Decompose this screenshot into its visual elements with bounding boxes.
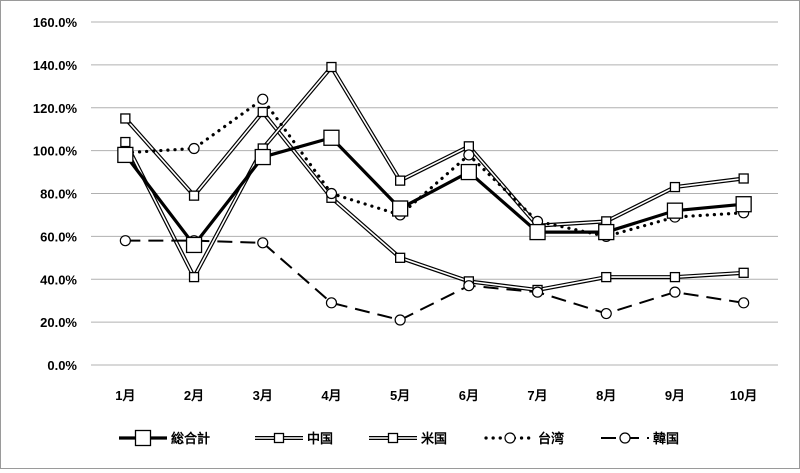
x-tick-label: 7月 [527, 388, 547, 403]
data-point [735, 196, 752, 213]
series-2 [120, 61, 749, 283]
legend-label: 台湾 [538, 431, 564, 446]
legend-item: 米国 [369, 431, 447, 446]
data-point [257, 106, 268, 118]
series-line-inner [124, 65, 744, 279]
data-point [669, 181, 681, 193]
data-point [394, 175, 406, 186]
data-point [601, 271, 612, 283]
data-point [669, 271, 681, 283]
legend: 総合計 中国 米国 台湾 韓国 [119, 429, 679, 447]
y-tick-label: 20.0% [40, 315, 77, 330]
data-point [394, 252, 406, 263]
legend-label: 米国 [421, 431, 447, 446]
series-line [124, 135, 744, 248]
legend-label: 中国 [307, 431, 333, 446]
data-point [117, 146, 134, 164]
data-point [326, 61, 337, 73]
series-layer [117, 61, 752, 326]
data-point [463, 280, 475, 292]
data-point [529, 223, 546, 241]
x-tick-label: 6月 [459, 388, 479, 403]
x-tick-label: 2月 [184, 388, 204, 403]
data-point [325, 297, 338, 309]
series-line-inner [124, 110, 744, 291]
legend-swatch-marker [134, 429, 152, 447]
legend-item: 中国 [255, 431, 333, 446]
y-tick-label: 40.0% [40, 272, 77, 287]
data-point [460, 163, 478, 181]
x-tick-label: 9月 [665, 388, 685, 403]
data-point [188, 142, 200, 155]
data-point [188, 190, 200, 201]
x-tick-label: 5月 [390, 388, 410, 403]
series-3 [120, 106, 749, 296]
series-line [125, 239, 744, 322]
legend-swatch-marker [387, 432, 399, 444]
legend-swatch-marker [504, 432, 516, 444]
data-point [738, 267, 749, 278]
data-point [119, 235, 131, 247]
data-point [254, 148, 271, 166]
data-point [120, 113, 131, 124]
data-point [325, 187, 338, 200]
legend-swatch-marker [273, 432, 285, 444]
x-tick-label: 4月 [321, 388, 341, 403]
y-tick-label: 80.0% [40, 187, 77, 202]
data-point [394, 314, 406, 326]
y-tick-label: 160.0% [33, 15, 78, 30]
data-point [531, 286, 544, 298]
grid-layer [91, 21, 778, 366]
legend-item: 総合計 [119, 429, 210, 447]
data-point [391, 200, 409, 217]
x-tick-label: 8月 [596, 388, 616, 403]
x-tick-label: 1月 [115, 388, 135, 403]
data-point [323, 129, 340, 146]
y-tick-label: 0.0% [47, 358, 77, 373]
data-point [188, 271, 200, 283]
data-point [120, 136, 131, 148]
legend-label: 総合計 [171, 431, 210, 446]
y-tick-label: 60.0% [40, 229, 77, 244]
x-axis-labels: 1月 2月 3月 4月 5月 6月 7月 8月 9月 10月 [115, 388, 757, 403]
data-point [463, 149, 475, 161]
y-axis-labels: 0.0% 20.0% 40.0% 60.0% 80.0% 100.0% 120.0% 140.… [33, 15, 78, 373]
series-line-outer [123, 63, 744, 282]
data-point [666, 202, 684, 219]
data-point [185, 236, 203, 254]
legend-item: 韓国 [601, 431, 679, 446]
data-point [257, 93, 269, 105]
data-point [598, 223, 615, 241]
series-1 [117, 129, 752, 254]
legend-item: 台湾 [484, 431, 564, 446]
data-point [738, 173, 749, 184]
series-5 [119, 235, 750, 326]
data-point [669, 286, 681, 298]
data-point [600, 307, 612, 320]
legend-swatch-marker [619, 432, 631, 444]
data-point [738, 297, 750, 309]
y-tick-label: 120.0% [33, 101, 78, 116]
x-tick-label: 10月 [730, 388, 757, 403]
data-point [257, 237, 269, 249]
x-tick-label: 3月 [253, 388, 273, 403]
y-tick-label: 100.0% [33, 144, 78, 159]
legend-label: 韓国 [653, 431, 679, 446]
y-tick-label: 140.0% [33, 58, 78, 73]
